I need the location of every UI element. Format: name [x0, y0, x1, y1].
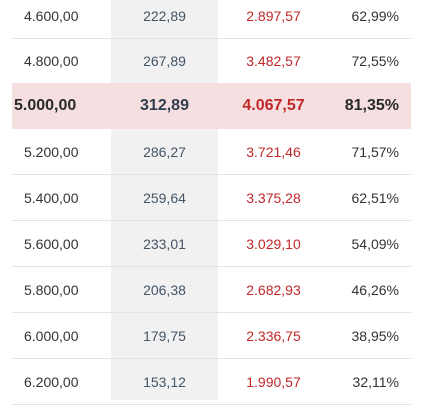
total-cell: 1.990,57 — [246, 374, 301, 390]
row-divider — [12, 358, 411, 359]
amount-cell: 6.000,00 — [24, 328, 79, 344]
value-cell: 312,89 — [140, 97, 189, 114]
table-row: 5.400,00 259,64 3.375,28 62,51% — [0, 175, 428, 221]
percent-cell: 54,09% — [351, 236, 399, 252]
value-cell: 179,75 — [143, 328, 186, 344]
value-cell: 267,89 — [143, 53, 186, 69]
value-cell: 286,27 — [143, 144, 186, 160]
total-cell: 4.067,57 — [242, 97, 305, 114]
table-row-highlighted: 5.000,00 312,89 4.067,57 81,35% — [0, 83, 428, 129]
row-divider — [12, 266, 411, 267]
percent-cell: 46,26% — [351, 282, 399, 298]
amount-cell: 5.800,00 — [24, 282, 79, 298]
amount-cell: 6.200,00 — [24, 374, 79, 390]
table-row: 6.000,00 179,75 2.336,75 38,95% — [0, 313, 428, 359]
total-cell: 3.721,46 — [246, 144, 301, 160]
total-cell: 3.375,28 — [246, 190, 301, 206]
value-cell: 153,12 — [143, 374, 186, 390]
amount-cell: 4.600,00 — [24, 8, 79, 24]
percent-cell: 62,99% — [351, 8, 399, 24]
shaded-column-background — [111, 0, 218, 400]
row-divider — [12, 38, 411, 39]
percent-cell: 71,57% — [351, 144, 399, 160]
value-cell: 206,38 — [143, 282, 186, 298]
total-cell: 3.029,10 — [246, 236, 301, 252]
total-cell: 2.897,57 — [246, 8, 301, 24]
row-divider — [12, 220, 411, 221]
table-row: 5.800,00 206,38 2.682,93 46,26% — [0, 267, 428, 313]
row-divider — [12, 312, 411, 313]
table-row: 5.200,00 286,27 3.721,46 71,57% — [0, 129, 428, 175]
table-row: 4.800,00 267,89 3.482,57 72,55% — [0, 38, 428, 84]
table-row: 5.600,00 233,01 3.029,10 54,09% — [0, 221, 428, 267]
total-cell: 2.682,93 — [246, 282, 301, 298]
row-divider — [12, 174, 411, 175]
percent-cell: 81,35% — [344, 97, 399, 114]
highlight-band — [12, 83, 411, 129]
amount-cell: 5.000,00 — [14, 97, 77, 114]
percent-cell: 38,95% — [351, 328, 399, 344]
amount-cell: 4.800,00 — [24, 53, 79, 69]
table-row: 6.200,00 153,12 1.990,57 32,11% — [0, 359, 428, 405]
percent-cell: 72,55% — [351, 53, 399, 69]
value-cell: 233,01 — [143, 236, 186, 252]
total-cell: 3.482,57 — [246, 53, 301, 69]
value-cell: 222,89 — [143, 8, 186, 24]
total-cell: 2.336,75 — [246, 328, 301, 344]
percent-cell: 32,11% — [352, 374, 399, 390]
amount-cell: 5.200,00 — [24, 144, 79, 160]
table-row: 4.600,00 222,89 2.897,57 62,99% — [0, 0, 428, 39]
value-cell: 259,64 — [143, 190, 186, 206]
amount-cell: 5.400,00 — [24, 190, 79, 206]
percent-cell: 62,51% — [351, 190, 399, 206]
amount-cell: 5.600,00 — [24, 236, 79, 252]
